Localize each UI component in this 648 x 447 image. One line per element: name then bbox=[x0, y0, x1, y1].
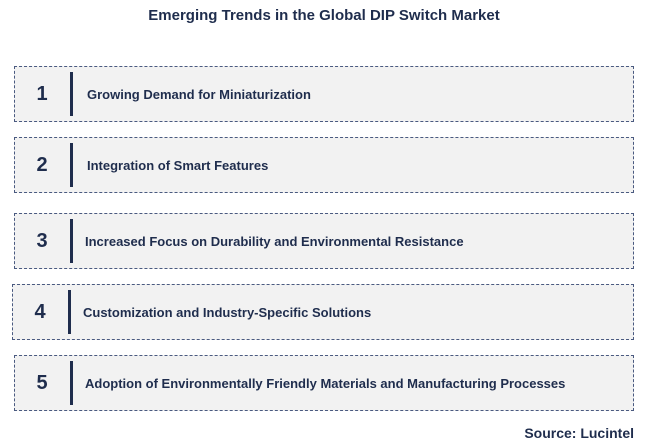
trend-label: Customization and Industry-Specific Solu… bbox=[83, 304, 372, 320]
trend-card-4: 4 Customization and Industry-Specific So… bbox=[12, 284, 634, 340]
trend-label: Increased Focus on Durability and Enviro… bbox=[85, 233, 464, 249]
trend-number: 2 bbox=[36, 153, 48, 176]
trend-label: Adoption of Environmentally Friendly Mat… bbox=[85, 375, 566, 391]
trend-label: Growing Demand for Miniaturization bbox=[87, 86, 311, 102]
trend-divider bbox=[70, 361, 73, 405]
trend-number: 5 bbox=[36, 371, 48, 394]
trend-number: 1 bbox=[36, 82, 48, 105]
trend-number: 3 bbox=[36, 229, 48, 252]
trend-label: Integration of Smart Features bbox=[87, 157, 269, 173]
trend-divider bbox=[70, 72, 73, 116]
diagram-title: Emerging Trends in the Global DIP Switch… bbox=[148, 7, 500, 24]
trend-card-5: 5 Adoption of Environmentally Friendly M… bbox=[14, 355, 634, 411]
trend-card-2: 2 Integration of Smart Features bbox=[14, 137, 634, 193]
source-credit: Source: Lucintel bbox=[524, 425, 634, 441]
trend-number: 4 bbox=[34, 300, 46, 323]
trend-card-1: 1 Growing Demand for Miniaturization bbox=[14, 66, 634, 122]
trend-divider bbox=[68, 290, 71, 334]
trend-divider bbox=[70, 143, 73, 187]
trend-card-3: 3 Increased Focus on Durability and Envi… bbox=[14, 213, 634, 269]
trend-divider bbox=[70, 219, 73, 263]
